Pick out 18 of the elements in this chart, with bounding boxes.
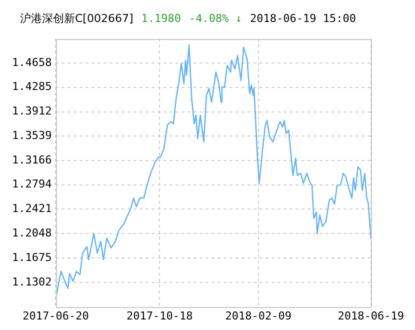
y-tick-label: 1.2794 — [12, 178, 52, 191]
y-tick-label: 1.4285 — [12, 80, 52, 94]
x-tick-label: 2017-10-18 — [126, 309, 193, 322]
text: -4.08% ↓ — [189, 12, 242, 24]
y-tick-label: 1.2048 — [12, 226, 52, 240]
x-tick-label: 2018-02-09 — [225, 309, 292, 322]
x-tick-label: 2018-06-19 — [338, 309, 404, 322]
y-tick-label: 1.2421 — [12, 202, 52, 216]
text: 2018-06-19 15:00 — [250, 12, 356, 24]
chart-title: 沪港深创新C[002667] — [20, 10, 134, 26]
y-tick-label: 1.3166 — [12, 153, 52, 166]
y-tick-label: 1.1675 — [12, 250, 52, 264]
x-tick-label: 2017-06-20 — [22, 309, 89, 322]
y-tick-label: 1.4658 — [12, 56, 52, 69]
y-tick-label: 1.3539 — [12, 129, 52, 142]
text: 1.1980 — [141, 12, 182, 24]
y-tick-label: 1.1302 — [12, 275, 52, 288]
y-tick-label: 1.3912 — [12, 104, 52, 118]
